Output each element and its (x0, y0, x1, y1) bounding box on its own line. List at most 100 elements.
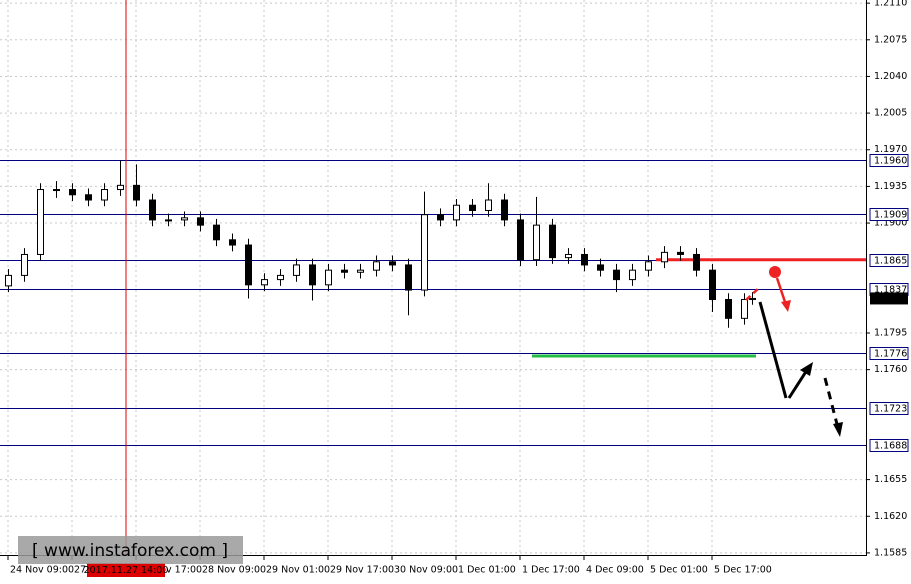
watermark: [ www.instaforex.com ] (32, 541, 228, 561)
level-label-box (869, 208, 909, 221)
candle-body (645, 261, 652, 271)
candle-body (101, 189, 108, 201)
candle-body (373, 261, 380, 271)
candle-body (485, 199, 492, 211)
candle-body (549, 224, 556, 259)
level-label-box (869, 439, 909, 452)
y-tick-label: 1.1760 (874, 364, 907, 375)
candle-body (405, 264, 412, 291)
candle-body (453, 204, 460, 221)
level-label: 1.1837 (874, 285, 907, 296)
level-label-box (869, 402, 909, 415)
candle-body (197, 217, 204, 226)
level-label: 1.1688 (874, 441, 907, 452)
candle-body (437, 214, 444, 221)
red-dash (745, 286, 761, 301)
current-price-box (870, 292, 908, 305)
y-tick-label: 1.2040 (874, 71, 907, 82)
level-label-box (869, 254, 909, 267)
y-tick-label: 1.1655 (874, 474, 907, 485)
level-label: 1.1723 (874, 404, 907, 415)
y-tick-label: 1.1795 (874, 328, 907, 339)
x-tick-label: 29 Nov 01:00 (266, 565, 330, 576)
y-tick-label: 1.1585 (874, 547, 907, 558)
x-tick-label: 24 Nov 09:00 (10, 565, 74, 576)
candle-body (53, 189, 60, 192)
candle-body (37, 189, 44, 255)
watermark-box (18, 536, 243, 564)
candle-body (725, 298, 732, 319)
candle-body (85, 194, 92, 201)
plot (0, 0, 866, 555)
y-tick-label: 1.1900 (874, 218, 907, 229)
candle-body (341, 269, 348, 273)
level-label: 1.1865 (874, 256, 907, 267)
candle-body (165, 219, 172, 222)
black-arrow (787, 369, 809, 399)
current-price-label: 1.1828 (874, 293, 907, 304)
candle-body (261, 279, 268, 286)
x-tick-label: 29 Nov 17:00 (330, 565, 394, 576)
candle-body (149, 199, 156, 221)
x-tick-label: 5 Dec 17:00 (714, 565, 772, 576)
candle-body (69, 189, 76, 196)
candle-body (117, 184, 124, 191)
candle-body (693, 253, 700, 271)
candle-body (749, 297, 756, 300)
candle-body (181, 217, 188, 221)
candle-body (213, 224, 220, 241)
red-arrow (775, 277, 788, 306)
candle-body (613, 269, 620, 281)
candle-body (581, 253, 588, 266)
candle-body (597, 264, 604, 271)
cursor-label-box (87, 563, 165, 577)
y-tick-label: 1.1620 (874, 511, 907, 522)
candle-body (293, 264, 300, 276)
x-tick-label: 5 Dec 01:00 (650, 565, 708, 576)
candle-body (21, 253, 28, 276)
cursor-label: 2017.11.27 14:00 (84, 565, 169, 576)
x-tick-label: 4 Dec 09:00 (586, 565, 644, 576)
black-dashed-arrow (823, 377, 840, 429)
x-tick-label: 28 Nov 09:00 (202, 565, 266, 576)
level-label-box (869, 347, 909, 360)
candle-body (421, 214, 428, 291)
candle-body (709, 269, 716, 300)
candle-body (533, 224, 540, 261)
y-tick-label: 1.2005 (874, 108, 907, 119)
candle-body (309, 264, 316, 286)
red-dot (769, 266, 781, 278)
candle-body (677, 251, 684, 255)
x-tick-label: 1 Dec 01:00 (458, 565, 516, 576)
candle-body (277, 274, 284, 281)
level-label: 1.1960 (874, 156, 907, 167)
level-label: 1.1909 (874, 210, 907, 221)
candle-body (357, 269, 364, 273)
candle-body (661, 251, 668, 263)
candle-body (629, 269, 636, 281)
black-arrowhead (800, 362, 813, 376)
overlay: 1.2110 1.2075 1.2040 1.2005 1.1970 1.1935 1.19… (7, 0, 909, 577)
candle-body (517, 219, 524, 261)
candle-body (565, 253, 572, 259)
candle-body (501, 199, 508, 221)
y-tick-label: 1.1970 (874, 144, 907, 155)
x-tick-label: 30 Nov 09:00 (394, 565, 458, 576)
candle-body (741, 298, 748, 319)
y-tick-label: 1.2075 (874, 34, 907, 45)
candle-body (325, 269, 332, 286)
candle-body (389, 261, 396, 266)
y-tick-label: 1.1935 (874, 181, 907, 192)
level-label-box (869, 154, 909, 167)
level-label: 1.1776 (874, 349, 907, 360)
x-tick-label: 27 Nov 17:00 (138, 565, 202, 576)
candle-body (245, 244, 252, 286)
y-tick-label: 1.2110 (874, 0, 907, 9)
black-dashed-arrowhead (833, 422, 843, 437)
candle-body (5, 274, 12, 287)
candle-body (469, 204, 476, 211)
black-line (758, 301, 788, 399)
red-arrowhead (781, 300, 791, 312)
candle-body (229, 239, 236, 246)
